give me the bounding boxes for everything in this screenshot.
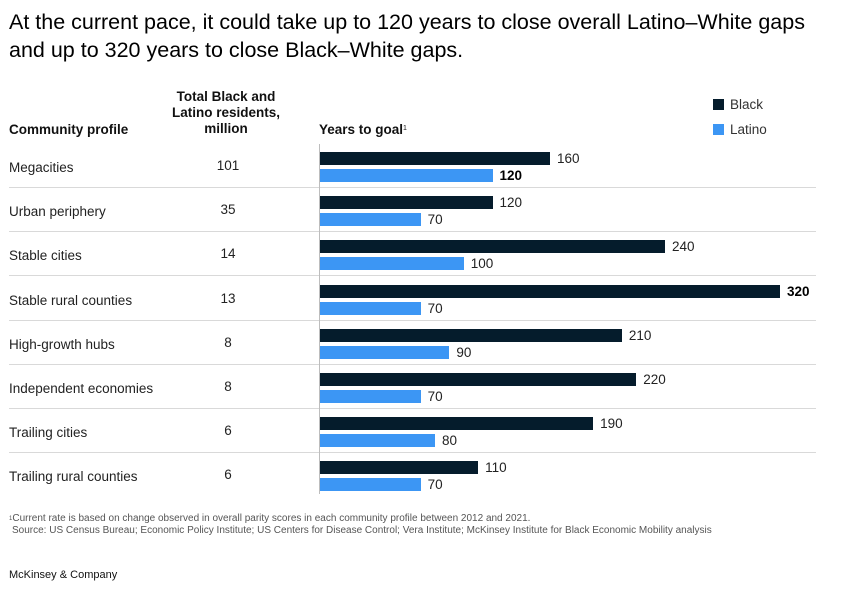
footnote-note: 1Current rate is based on change observe… [9, 513, 712, 525]
total-residents-value: 101 [216, 158, 240, 173]
brand-logo-text: McKinsey & Company [9, 569, 118, 581]
data-label-black: 320 [787, 283, 810, 299]
total-residents-value: 6 [224, 467, 232, 483]
data-label-black: 120 [499, 195, 523, 211]
data-label-black: 220 [643, 372, 666, 387]
bar-latino [320, 213, 421, 227]
bar-latino [320, 390, 421, 403]
header-years-to-goal: Years to goal1 [319, 122, 407, 138]
data-label-black: 160 [557, 151, 580, 166]
header-total-line1: Total Black and [176, 89, 276, 104]
legend-swatch-black [713, 99, 724, 110]
data-label-black: 240 [672, 239, 695, 255]
chart-title: At the current pace, it could take up to… [9, 10, 805, 62]
data-label-latino: 80 [442, 433, 458, 449]
data-label-black: 210 [628, 327, 652, 343]
category-label: Trailing cities [9, 425, 88, 441]
bar-latino [320, 169, 493, 182]
total-residents-value: 8 [224, 379, 232, 394]
data-label-black: 190 [600, 416, 623, 432]
category-label: High-growth hubs [9, 336, 115, 352]
row-divider [9, 231, 816, 233]
bar-black [320, 196, 493, 210]
row-divider [9, 187, 816, 188]
legend-swatch-latino [713, 124, 724, 135]
header-total-line2: Latino residents, [171, 105, 281, 120]
category-label: Stable cities [9, 248, 82, 264]
total-residents-value: 6 [224, 423, 232, 439]
row-divider [9, 408, 816, 409]
data-label-latino: 70 [427, 300, 443, 316]
header-total-residents: Total Black and Latino residents, millio… [160, 89, 292, 137]
footnote-source: Source: US Census Bureau; Economic Polic… [12, 525, 712, 536]
legend-label-black: Black [730, 97, 764, 112]
data-label-black: 110 [485, 460, 507, 476]
category-label: Trailing rural counties [9, 469, 138, 485]
header-total-line3: million [204, 121, 248, 136]
bar-latino [320, 434, 435, 448]
data-label-latino: 100 [470, 256, 494, 272]
category-label: Stable rural counties [9, 292, 133, 308]
data-label-latino: 70 [427, 477, 443, 493]
bar-black [320, 152, 550, 165]
row-divider [9, 319, 816, 321]
footnote-mark: 1 [9, 516, 13, 522]
data-label-latino: 70 [427, 212, 443, 228]
chart-axis-line [319, 144, 320, 494]
total-residents-value: 13 [220, 290, 236, 306]
total-residents-value: 35 [220, 202, 236, 218]
category-label: Megacities [9, 160, 74, 175]
category-label: Urban periphery [9, 204, 106, 220]
bar-latino [320, 478, 421, 492]
data-label-latino: 120 [499, 168, 523, 183]
bar-latino [320, 345, 450, 359]
footnote: 1Current rate is based on change observe… [9, 513, 712, 537]
total-residents-value: 8 [224, 334, 232, 350]
legend-item-latino: Latino [713, 122, 767, 138]
bar-black [320, 373, 637, 386]
bar-black [320, 417, 594, 431]
legend-label-latino: Latino [730, 122, 767, 137]
row-divider [9, 452, 816, 454]
category-label: Independent economies [9, 381, 154, 396]
header-years-label: Years to goal [319, 122, 404, 137]
footnote-text: Current rate is based on change observed… [12, 513, 531, 524]
bar-latino [320, 257, 464, 271]
bar-latino [320, 301, 421, 315]
data-label-latino: 90 [456, 344, 472, 360]
header-community-profile: Community profile [9, 122, 129, 137]
bar-black [320, 461, 479, 475]
bar-black [320, 284, 780, 298]
header-years-footnote-mark: 1 [403, 125, 407, 132]
bar-black [320, 328, 622, 342]
row-divider [9, 275, 816, 277]
legend-item-black: Black [713, 97, 763, 113]
row-divider [9, 363, 816, 365]
bar-black [320, 240, 665, 254]
total-residents-value: 14 [220, 246, 236, 262]
data-label-latino: 70 [427, 389, 443, 404]
